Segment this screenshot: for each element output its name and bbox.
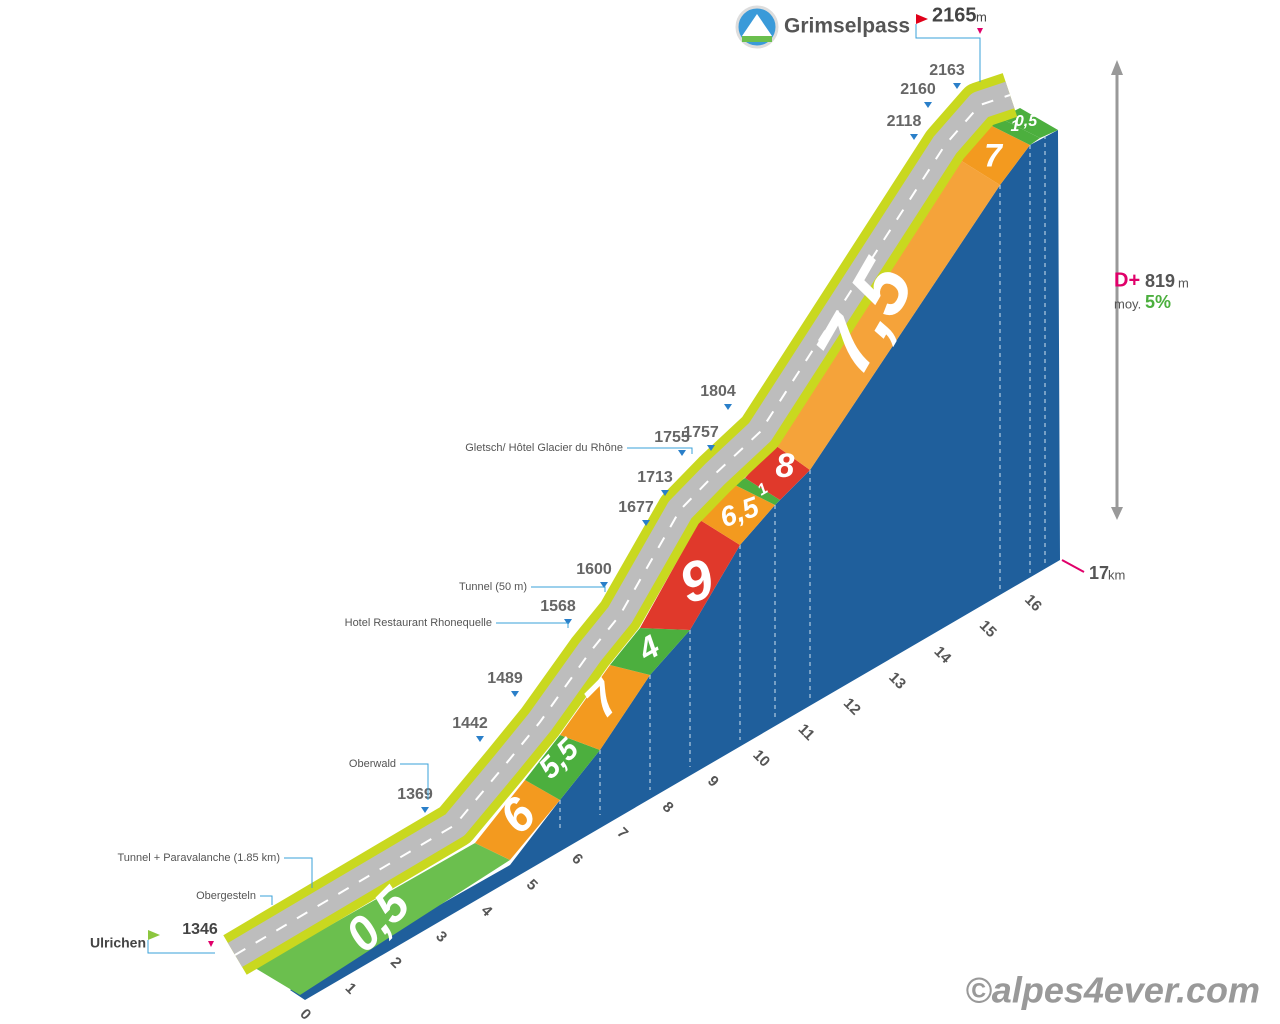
leader <box>260 895 273 905</box>
place-label: Oberwald <box>349 758 396 770</box>
marker <box>511 691 519 697</box>
elevation-label: 2118 <box>887 113 922 130</box>
km-label: 10 <box>749 747 773 771</box>
marker <box>924 102 932 108</box>
leader <box>400 763 429 800</box>
marker <box>724 404 732 410</box>
distance-unit: km <box>1108 567 1125 582</box>
elevation-label: 1600 <box>576 561 612 578</box>
km-label: 1 <box>342 980 360 998</box>
road-center <box>234 94 1011 956</box>
gradient-label: 8 <box>776 447 795 485</box>
elevation-label: 1755 <box>654 429 690 446</box>
marker <box>476 736 484 742</box>
summit-elevation: 2165 <box>932 4 977 26</box>
km-label: 6 <box>568 850 586 868</box>
gradient-label: 1 <box>1011 118 1020 135</box>
leader <box>915 24 981 82</box>
summit-icon <box>742 36 772 42</box>
place-label: Gletsch/ Hôtel Glacier du Rhône <box>465 442 623 454</box>
km-label: 16 <box>1021 591 1045 615</box>
elevation-label: 1677 <box>618 499 654 516</box>
elevation-label: 1369 <box>397 786 433 803</box>
marker <box>661 490 669 496</box>
leader <box>147 940 215 954</box>
leader <box>531 586 606 592</box>
km-label: 3 <box>432 928 450 946</box>
elevation-label: 2160 <box>900 81 936 98</box>
elevation-label: 2163 <box>929 62 965 79</box>
marker <box>910 134 918 140</box>
marker <box>707 445 715 451</box>
gain-label: D+ <box>1114 269 1140 291</box>
km-label: 11 <box>795 721 818 744</box>
dashes <box>559 135 1046 830</box>
marker <box>600 582 608 588</box>
marker <box>977 28 983 34</box>
km-label: 2 <box>387 954 405 972</box>
km-label: 9 <box>704 773 722 791</box>
avg-value: 5% <box>1145 292 1171 312</box>
marker <box>208 941 214 947</box>
wall <box>290 130 1060 1000</box>
leader <box>496 622 569 628</box>
km-label: 15 <box>976 617 1000 641</box>
km-label: 13 <box>885 669 909 693</box>
start-elevation: 1346 <box>182 921 218 938</box>
gradient-band <box>255 108 1058 995</box>
avg-label: moy. <box>1114 296 1141 311</box>
marker <box>953 83 961 89</box>
distance-value: 17 <box>1089 563 1109 583</box>
marker <box>642 520 650 526</box>
arrow-head <box>1111 60 1123 75</box>
gradient-label: 7 <box>984 137 1004 173</box>
km-label: 12 <box>840 695 864 719</box>
place-label: Tunnel + Paravalanche (1.85 km) <box>117 852 280 864</box>
km-label: 4 <box>478 902 496 920</box>
km-label: 14 <box>931 643 955 667</box>
gradient-label: 0,5 <box>1015 113 1038 130</box>
elevation-label: 1804 <box>700 383 736 400</box>
gain-unit: m <box>1178 275 1189 290</box>
place-label: Obergesteln <box>196 890 256 902</box>
marker <box>678 450 686 456</box>
start-name: Ulrichen <box>90 935 146 951</box>
summit-name: Grimselpass <box>784 15 910 38</box>
distance-tick <box>1061 559 1085 573</box>
km-label: 8 <box>659 798 677 816</box>
gain-value: 819 <box>1145 271 1175 291</box>
elevation-label: 1713 <box>637 469 673 486</box>
leader <box>627 447 693 454</box>
leader <box>284 857 313 888</box>
flag <box>916 14 928 24</box>
km-label: 5 <box>523 876 541 894</box>
arrow-head <box>1111 507 1123 520</box>
credit: ©alpes4ever.com <box>965 970 1260 1011</box>
elevation-label: 1489 <box>487 670 523 687</box>
elevation-label: 1442 <box>452 715 488 732</box>
place-label: Tunnel (50 m) <box>459 581 527 593</box>
flag <box>148 930 160 940</box>
elevation-label: 1757 <box>683 424 719 441</box>
marker <box>564 619 572 625</box>
place-label: Hotel Restaurant Rhonequelle <box>345 617 492 629</box>
km-label: 0 <box>296 1006 314 1024</box>
elevation-label: 1568 <box>540 598 576 615</box>
summit-unit: m <box>976 9 987 24</box>
summit-icon <box>742 14 772 36</box>
marker <box>421 807 429 813</box>
km-label: 7 <box>613 824 631 842</box>
